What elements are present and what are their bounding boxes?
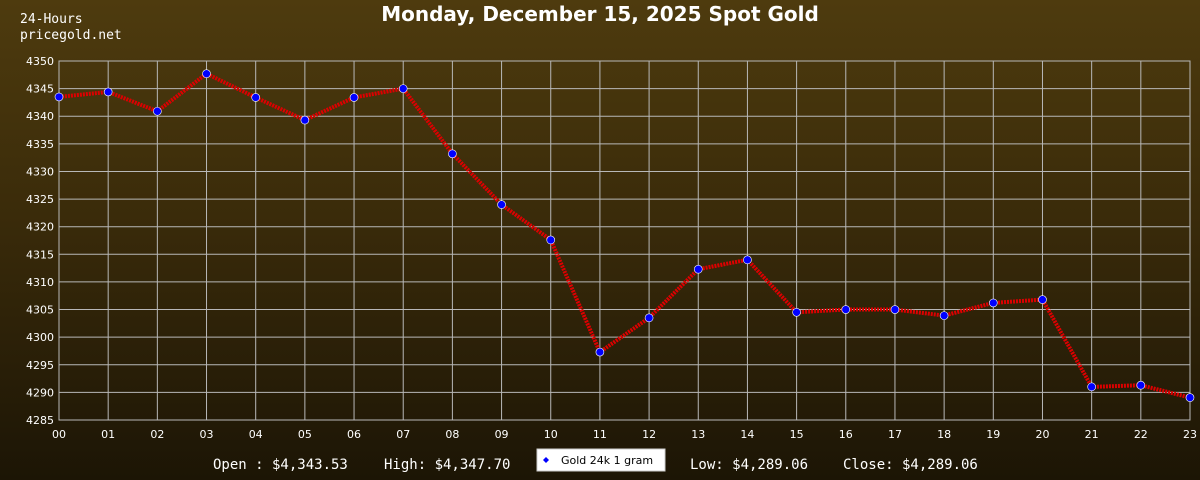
y-tick-label: 4305 xyxy=(26,304,54,317)
high-price: High: $4,347.70 xyxy=(384,457,510,473)
y-tick-label: 4350 xyxy=(26,55,54,68)
y-tick-label: 4315 xyxy=(26,248,54,261)
x-tick-label: 00 xyxy=(52,428,66,441)
data-point xyxy=(939,311,949,320)
data-point xyxy=(54,92,64,102)
open-price: Open : $4,343.53 xyxy=(213,457,348,473)
x-axis-ticks: 00 01 02 03 04 05 06 07 08 09 10 11 12 13 14 15 16 17 18 19… xyxy=(52,428,1197,441)
low-price: Low: $4,289.06 xyxy=(690,457,808,473)
x-tick-label: 14 xyxy=(740,428,754,441)
period-label: 24-Hours xyxy=(20,12,83,27)
data-point xyxy=(1185,393,1195,402)
x-tick-label: 16 xyxy=(839,428,853,441)
data-point xyxy=(251,93,260,102)
legend-box xyxy=(536,448,666,472)
x-tick-label: 23 xyxy=(1183,428,1197,441)
x-tick-label: 19 xyxy=(986,428,1000,441)
x-tick-label: 18 xyxy=(937,428,951,441)
x-tick-label: 07 xyxy=(396,428,410,441)
x-tick-label: 20 xyxy=(1035,428,1049,441)
x-tick-label: 17 xyxy=(888,428,902,441)
y-tick-label: 4335 xyxy=(26,138,54,151)
data-point xyxy=(497,200,506,209)
chart-grid xyxy=(58,60,1191,421)
legend: Gold 24k 1 gram xyxy=(536,448,666,472)
y-tick-label: 4340 xyxy=(26,110,54,123)
y-tick-label: 4300 xyxy=(26,331,54,344)
data-point xyxy=(743,255,752,265)
data-point xyxy=(841,305,851,314)
y-tick-label: 4330 xyxy=(26,165,54,178)
data-point xyxy=(792,307,801,317)
x-tick-label: 04 xyxy=(249,428,263,441)
x-tick-label: 09 xyxy=(495,428,509,441)
x-tick-label: 10 xyxy=(544,428,558,441)
data-point xyxy=(153,106,162,116)
data-point xyxy=(644,313,654,323)
data-point xyxy=(890,305,900,314)
data-point xyxy=(693,264,703,274)
plot-frame xyxy=(58,60,1191,421)
series-gold xyxy=(54,69,1195,402)
x-tick-label: 11 xyxy=(593,428,607,441)
y-tick-label: 4285 xyxy=(26,414,54,427)
x-tick-label: 12 xyxy=(642,428,656,441)
y-tick-label: 4310 xyxy=(26,276,54,289)
data-point xyxy=(300,115,310,125)
x-tick-label: 02 xyxy=(150,428,164,441)
x-tick-label: 06 xyxy=(347,428,361,441)
data-point xyxy=(448,149,457,159)
y-tick-label: 4320 xyxy=(26,221,54,234)
y-tick-label: 4325 xyxy=(26,193,54,206)
x-tick-label: 13 xyxy=(691,428,705,441)
x-tick-label: 05 xyxy=(298,428,312,441)
close-price: Close: $4,289.06 xyxy=(843,457,978,473)
data-point xyxy=(1087,382,1096,392)
site-name: pricegold.net xyxy=(20,28,122,43)
series-line xyxy=(58,71,1191,400)
legend-marker-icon xyxy=(543,457,549,463)
x-tick-label: 08 xyxy=(445,428,459,441)
x-tick-label: 01 xyxy=(101,428,115,441)
data-point xyxy=(349,93,359,102)
legend-label: Gold 24k 1 gram xyxy=(561,454,653,467)
x-tick-label: 03 xyxy=(200,428,214,441)
data-point xyxy=(989,298,998,308)
x-tick-label: 21 xyxy=(1085,428,1099,441)
x-tick-label: 22 xyxy=(1134,428,1148,441)
data-point xyxy=(1136,380,1146,390)
data-point xyxy=(1038,295,1047,304)
y-tick-label: 4345 xyxy=(26,83,54,96)
data-point xyxy=(398,84,408,93)
chart-title: Monday, December 15, 2025 Spot Gold xyxy=(381,2,819,26)
data-point xyxy=(546,235,556,245)
y-tick-label: 4295 xyxy=(26,359,54,372)
data-point xyxy=(103,87,113,97)
y-axis-ticks: 4285 4290 4295 4300 4305 4310 4315 4320 4325 4330… xyxy=(26,55,54,427)
y-tick-label: 4290 xyxy=(26,386,54,399)
data-point xyxy=(202,69,211,79)
x-tick-label: 15 xyxy=(790,428,804,441)
data-point xyxy=(595,347,605,357)
